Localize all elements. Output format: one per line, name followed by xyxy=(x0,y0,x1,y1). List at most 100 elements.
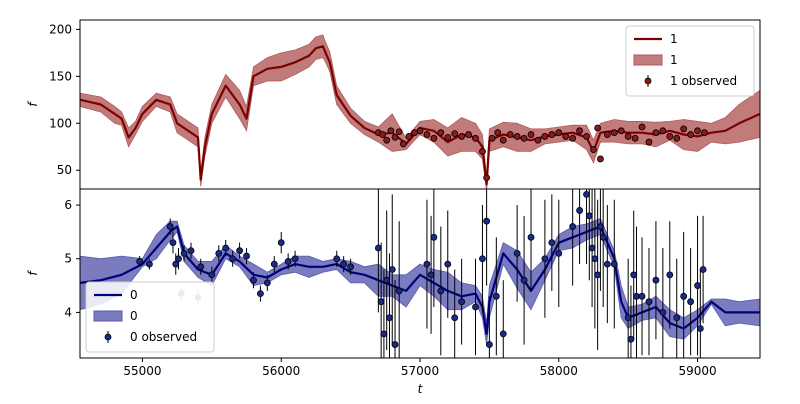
observed-point xyxy=(680,125,688,133)
observed-point xyxy=(630,271,638,279)
observed-point xyxy=(483,174,491,182)
legend-label: 0 observed xyxy=(130,330,197,344)
observed-point xyxy=(513,249,521,257)
observed-point xyxy=(427,271,435,279)
y-tick-label: 5 xyxy=(64,252,72,266)
observed-point xyxy=(423,131,431,138)
legend-band-swatch xyxy=(93,310,123,322)
observed-point xyxy=(627,335,635,343)
observed-point xyxy=(597,223,604,230)
observed-point xyxy=(494,129,502,137)
observed-point xyxy=(631,134,639,142)
y-tick-label: 4 xyxy=(64,305,72,319)
observed-point xyxy=(585,212,593,220)
observed-point xyxy=(405,133,413,140)
observed-point xyxy=(599,233,607,241)
observed-point xyxy=(387,127,395,135)
observed-point xyxy=(673,134,681,142)
observed-point xyxy=(423,260,431,268)
observed-point xyxy=(229,255,237,263)
observed-point xyxy=(594,124,602,132)
observed-point xyxy=(687,131,695,138)
observed-point xyxy=(465,131,472,138)
x-axis-label: t xyxy=(418,382,424,396)
observed-point xyxy=(520,276,528,284)
observed-point xyxy=(562,133,570,140)
observed-point xyxy=(555,129,563,137)
observed-point xyxy=(624,314,632,322)
legend: 1 1 1 observed xyxy=(625,25,755,97)
observed-point xyxy=(333,255,341,263)
observed-point xyxy=(284,258,292,265)
observed-point xyxy=(590,146,597,153)
observed-point xyxy=(391,341,399,348)
observed-point xyxy=(638,292,646,300)
legend-label: 1 observed xyxy=(670,74,737,88)
observed-point xyxy=(499,330,507,338)
observed-point xyxy=(652,129,660,137)
observed-point xyxy=(633,292,640,300)
observed-point xyxy=(250,276,257,284)
observed-point xyxy=(638,123,646,131)
observed-point xyxy=(541,133,549,140)
legend-point-swatch xyxy=(644,77,652,85)
confidence-band xyxy=(80,217,760,345)
observed-point xyxy=(610,129,618,137)
observed-point xyxy=(263,279,271,287)
observed-point xyxy=(180,249,188,257)
plot-area xyxy=(80,189,760,358)
x-tick-label: 59000 xyxy=(678,364,716,378)
observed-point xyxy=(659,127,667,135)
x-tick-label: 56000 xyxy=(262,364,300,378)
legend-label: 1 xyxy=(670,53,678,67)
observed-point xyxy=(555,249,563,257)
observed-point xyxy=(236,247,243,255)
y-tick-label: 100 xyxy=(49,116,72,130)
observed-point xyxy=(603,260,611,268)
observed-point xyxy=(451,130,459,138)
observed-point xyxy=(652,276,660,284)
observed-point xyxy=(383,136,391,144)
observed-point xyxy=(277,239,285,247)
observed-point xyxy=(243,252,250,260)
observed-point xyxy=(673,314,681,322)
observed-point xyxy=(645,298,653,306)
observed-point xyxy=(187,247,195,255)
observed-point xyxy=(680,292,688,300)
observed-point xyxy=(377,298,385,306)
observed-point xyxy=(208,271,216,279)
legend-box xyxy=(85,281,215,353)
observed-point xyxy=(666,133,674,140)
legend-box xyxy=(625,25,755,97)
observed-point xyxy=(696,325,704,332)
observed-point xyxy=(395,287,403,295)
observed-point xyxy=(215,249,223,257)
observed-point xyxy=(694,127,701,135)
bottom-panel: 4 5 6 55000 56000 57000 58000 59000 f t 0 0 0 observ… xyxy=(26,188,761,396)
observed-point xyxy=(383,276,391,284)
observed-point xyxy=(701,129,708,137)
observed-point xyxy=(479,148,486,155)
observed-point xyxy=(169,239,177,247)
observed-point xyxy=(645,138,653,146)
observed-point xyxy=(534,136,542,144)
y-tick-label: 150 xyxy=(49,69,72,83)
observed-point xyxy=(666,271,674,279)
observed-point xyxy=(437,129,445,137)
observed-point xyxy=(411,129,418,137)
observed-point xyxy=(594,271,602,279)
observed-point xyxy=(624,133,632,140)
observed-point xyxy=(257,290,264,298)
observed-point xyxy=(451,314,459,322)
observed-point xyxy=(340,260,348,268)
x-tick-label: 55000 xyxy=(123,364,161,378)
observed-point xyxy=(527,233,535,241)
observed-point xyxy=(430,233,438,241)
observed-point xyxy=(492,292,500,300)
observed-point xyxy=(597,155,604,163)
top-panel: 50 100 150 200 f 1 1 1 observed xyxy=(26,19,761,190)
observed-point xyxy=(687,298,695,306)
observed-point xyxy=(197,263,205,271)
y-axis-label: f xyxy=(26,270,40,276)
observed-point xyxy=(513,133,521,140)
